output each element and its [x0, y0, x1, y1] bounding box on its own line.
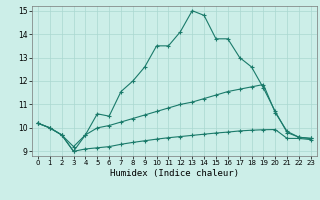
X-axis label: Humidex (Indice chaleur): Humidex (Indice chaleur) [110, 169, 239, 178]
